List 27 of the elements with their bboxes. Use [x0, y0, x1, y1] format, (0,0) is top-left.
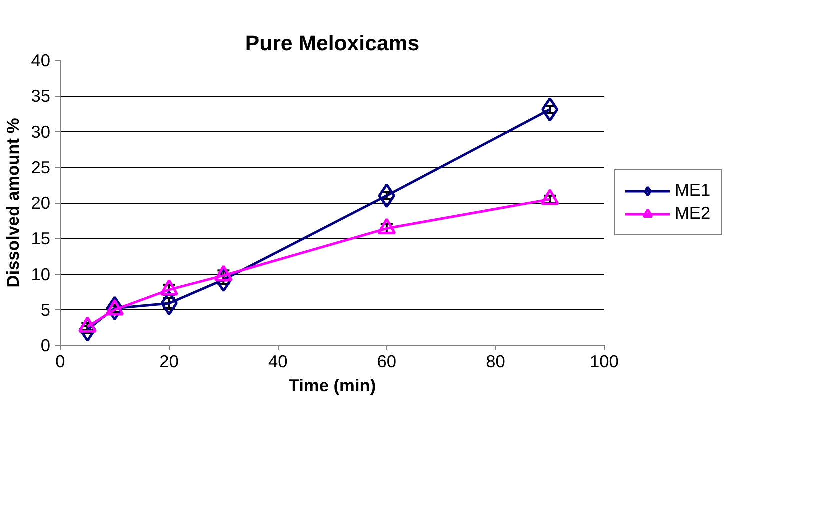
point [78, 316, 97, 333]
chart-title: Pure Meloxicams [245, 32, 420, 56]
y-tick-label: 40 [31, 50, 51, 70]
point [106, 299, 124, 316]
y-tick-label: 35 [31, 86, 51, 106]
point [214, 265, 233, 282]
point [540, 188, 560, 206]
y-tick-label: 15 [31, 228, 51, 249]
point [378, 218, 396, 235]
x-tick-label: 0 [56, 352, 66, 372]
legend-label: ME2 [675, 203, 711, 224]
x-tick-label: 20 [160, 352, 179, 372]
y-tick-label: 30 [31, 122, 51, 142]
x-tick-label: 100 [590, 352, 619, 372]
x-axis-title: Time (min) [288, 376, 376, 396]
y-tick-label: 10 [31, 264, 51, 284]
y-tick-label: 0 [40, 336, 51, 356]
x-tick-label: 80 [486, 352, 506, 372]
x-tick-label: 60 [377, 352, 397, 372]
y-tick-label: 25 [31, 157, 51, 178]
y-tick-label: 5 [40, 300, 51, 320]
point [542, 97, 559, 122]
point [378, 184, 396, 208]
legend-label: ME1 [675, 180, 711, 201]
x-tick-label: 40 [268, 352, 288, 372]
y-tick-label: 20 [31, 193, 51, 213]
y-axis-title: Dissolved amount % [3, 118, 24, 288]
